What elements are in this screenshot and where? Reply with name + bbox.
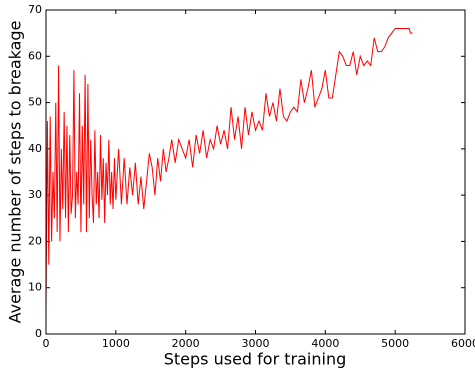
plot-frame [45,9,466,335]
x-tick-label: 2000 [172,337,200,350]
y-tick-label: 10 [28,281,42,294]
x-tick-label: 5000 [381,337,409,350]
y-tick-label: 70 [28,3,42,16]
y-tick-label: 20 [28,234,42,247]
x-axis-label: Steps used for training [164,350,346,369]
y-tick-label: 40 [28,142,42,155]
y-tick-label: 50 [28,96,42,109]
x-tick-label: 1000 [102,337,130,350]
x-tick-label: 3000 [242,337,270,350]
x-tick-label: 4000 [311,337,339,350]
y-tick-label: 60 [28,49,42,62]
y-tick-label: 0 [35,327,42,340]
y-tick-label: 30 [28,188,42,201]
data-line [45,28,413,311]
y-axis-label: Average number of steps to breakage [6,21,25,324]
x-tick-label: 0 [43,337,50,350]
